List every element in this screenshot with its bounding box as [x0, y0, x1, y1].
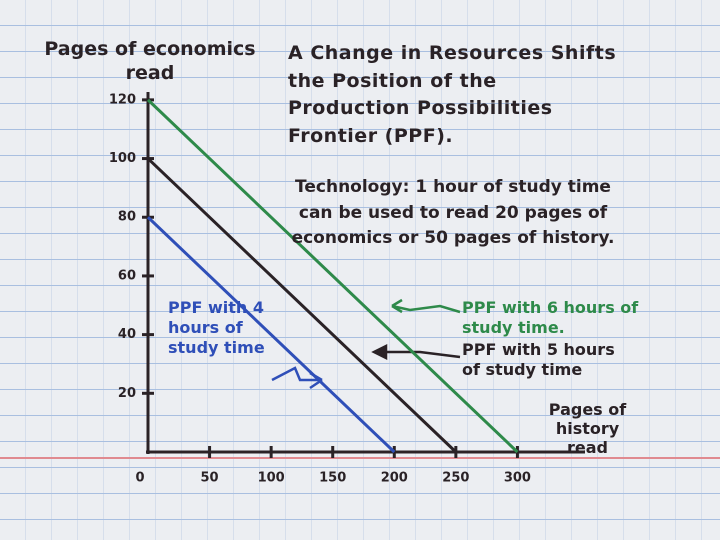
y-axis-label: Pages of economics read — [44, 38, 256, 84]
x-tick-label: 0 — [135, 471, 144, 486]
x-tick-label: 100 — [258, 471, 285, 486]
series-label: PPF with 5 hours of study time — [462, 340, 615, 379]
x-tick-label: 300 — [504, 471, 531, 486]
x-tick-label: 150 — [319, 471, 346, 486]
arrow — [271, 366, 320, 382]
ppf-line — [146, 216, 396, 454]
y-tick-label: 120 — [109, 92, 136, 107]
series-label: PPF with 4 hours of study time — [168, 298, 265, 357]
y-tick-label: 100 — [109, 151, 136, 166]
arrow-head — [391, 298, 403, 314]
arrow — [376, 350, 461, 359]
x-tick-label: 50 — [201, 471, 219, 486]
subtitle: Technology: 1 hour of study time can be … — [291, 177, 615, 248]
ppf-line — [146, 157, 457, 454]
y-tick-label: 40 — [118, 327, 136, 342]
chart-title: A Change in Resources Shifts the Positio… — [288, 42, 617, 147]
arrows — [271, 298, 461, 390]
ppf-line — [146, 98, 519, 454]
arrow — [391, 304, 461, 314]
y-tick-label: 60 — [118, 268, 136, 283]
x-tick-label: 250 — [442, 471, 469, 486]
y-tick-label: 80 — [118, 210, 136, 225]
x-tick-label: 200 — [381, 471, 408, 486]
arrow-head — [371, 343, 388, 361]
y-tick-label: 20 — [118, 386, 136, 401]
series-label: PPF with 6 hours of study time. — [462, 298, 639, 337]
x-axis-label: Pages of history read — [548, 400, 627, 458]
